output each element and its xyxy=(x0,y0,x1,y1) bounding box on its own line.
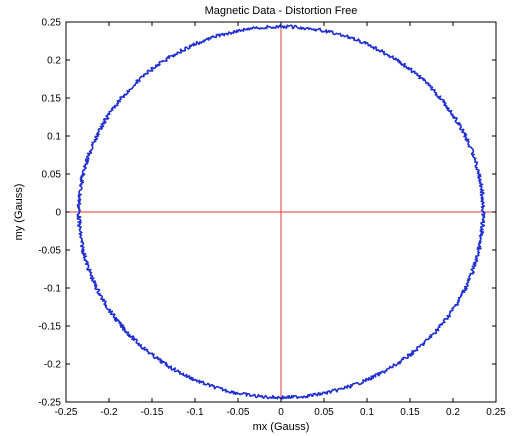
y-tick-label: 0.1 xyxy=(47,132,61,143)
x-tick-label: -0.2 xyxy=(100,407,118,418)
x-tick-label: -0.05 xyxy=(227,407,250,418)
x-tick-label: -0.15 xyxy=(141,407,164,418)
x-tick-label: -0.25 xyxy=(55,407,78,418)
y-tick-label: -0.1 xyxy=(44,284,62,295)
x-tick-label: 0.1 xyxy=(360,407,374,418)
y-tick-label: 0.2 xyxy=(47,56,61,67)
chart-title: Magnetic Data - Distortion Free xyxy=(205,5,358,17)
x-tick-label: 0 xyxy=(278,407,284,418)
x-tick-label: -0.1 xyxy=(186,407,204,418)
y-axis-label: my (Gauss) xyxy=(13,184,25,241)
x-tick-label: 0.25 xyxy=(486,407,506,418)
x-axis-label: mx (Gauss) xyxy=(253,421,310,433)
x-axis-ticks: -0.25 -0.2 -0.15 -0.1 -0.05 0 0.05 0.1 0.15 0.2 0.… xyxy=(55,22,506,418)
x-tick-label: 0.05 xyxy=(314,407,334,418)
magnetic-data-trace xyxy=(76,24,486,400)
data-layer xyxy=(76,24,486,400)
x-tick-label: 0.2 xyxy=(446,407,460,418)
y-tick-label: 0.25 xyxy=(42,18,62,29)
y-tick-label: -0.15 xyxy=(38,322,61,333)
y-tick-label: 0.05 xyxy=(42,170,62,181)
y-tick-label: -0.05 xyxy=(38,246,61,257)
reference-lines xyxy=(66,22,496,402)
y-axis-ticks: -0.25 -0.2 -0.15 -0.1 -0.05 0 0.05 0.1 0.15 0.2 0.… xyxy=(38,18,496,409)
y-tick-label: -0.25 xyxy=(38,398,61,409)
x-tick-label: 0.15 xyxy=(400,407,420,418)
y-tick-label: 0.15 xyxy=(42,94,62,105)
y-tick-label: -0.2 xyxy=(44,360,62,371)
y-tick-label: 0 xyxy=(55,208,61,219)
